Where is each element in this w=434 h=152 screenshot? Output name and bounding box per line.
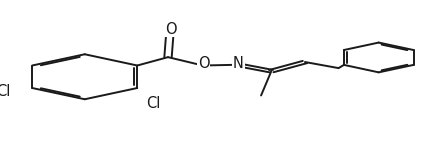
Text: O: O (165, 22, 177, 36)
Text: Cl: Cl (0, 84, 11, 98)
Text: O: O (198, 57, 210, 71)
Text: Cl: Cl (147, 96, 161, 111)
Text: N: N (233, 56, 244, 71)
